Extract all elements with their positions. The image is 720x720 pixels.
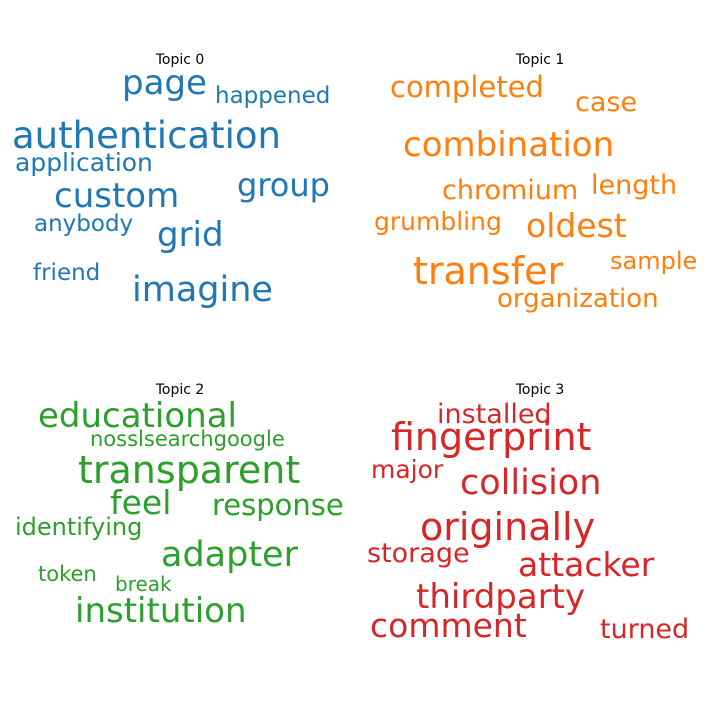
topic-2-word-feel: feel [110, 483, 172, 522]
topic-0-word-authentication: authentication [12, 114, 281, 157]
topic-1-title: Topic 1 [515, 52, 565, 68]
topic-1-word-case: case [575, 87, 638, 118]
topic-3-word-originally: originally [420, 505, 596, 549]
topic-2-word-token: token [38, 562, 97, 586]
topic-1-wordcloud: Topic 1 completed case combination chrom… [360, 0, 720, 360]
topic-1-word-combination: combination [403, 125, 615, 165]
topic-2-wordcloud: Topic 2 educational nosslsearchgoogle tr… [0, 330, 360, 690]
topic-0-word-group: group [237, 166, 330, 204]
topic-3-word-installed: installed [437, 399, 552, 430]
topic-2-word-educational: educational [38, 396, 237, 436]
topic-3-word-thirdparty: thirdparty [416, 577, 586, 617]
topic-0-word-happened: happened [215, 83, 331, 109]
topic-1-word-length: length [591, 170, 678, 201]
topic-3-word-major: major [371, 455, 444, 484]
topic-3-title: Topic 3 [515, 382, 565, 398]
topic-2-word-response: response [212, 488, 344, 522]
topic-1-word-grumbling: grumbling [374, 207, 502, 236]
topic-3-word-fingerprint: fingerprint [391, 415, 592, 459]
topic-3-word-comment: comment [370, 606, 527, 645]
topic-1-word-chromium: chromium [442, 175, 579, 206]
topic-1-word-sample: sample [610, 247, 698, 275]
topic-0-title: Topic 0 [155, 52, 205, 68]
topic-0-wordcloud: Topic 0 page happened authentication app… [0, 0, 360, 360]
topic-1-word-transfer: transfer [413, 249, 564, 293]
topic-0-word-page: page [122, 63, 207, 103]
topic-0-word-custom: custom [54, 176, 180, 216]
topic-2-word-break: break [115, 572, 172, 596]
topic-0-word-friend: friend [33, 260, 101, 286]
topic-1-word-completed: completed [390, 70, 544, 104]
topic-1-word-organization: organization [497, 284, 659, 314]
topic-2-word-institution: institution [75, 591, 247, 631]
topic-2-word-identifying: identifying [15, 513, 143, 541]
topic-0-word-anybody: anybody [34, 211, 134, 237]
topic-1-word-oldest: oldest [526, 206, 627, 245]
topic-3-word-collision: collision [460, 463, 602, 503]
topic-3-wordcloud: Topic 3 installed fingerprint major coll… [360, 330, 720, 690]
topic-2-word-transparent: transparent [78, 448, 301, 492]
topic-0-word-application: application [15, 148, 153, 177]
topic-2-title: Topic 2 [155, 382, 205, 398]
topic-3-word-turned: turned [600, 614, 690, 645]
topic-3-word-storage: storage [367, 538, 470, 569]
topic-2-word-adapter: adapter [161, 535, 298, 575]
topic-2-word-nosslsearchgoogle: nosslsearchgoogle [90, 427, 285, 451]
topic-3-word-attacker: attacker [518, 545, 655, 584]
topic-0-word-imagine: imagine [132, 270, 273, 310]
topic-0-word-grid: grid [157, 215, 224, 255]
